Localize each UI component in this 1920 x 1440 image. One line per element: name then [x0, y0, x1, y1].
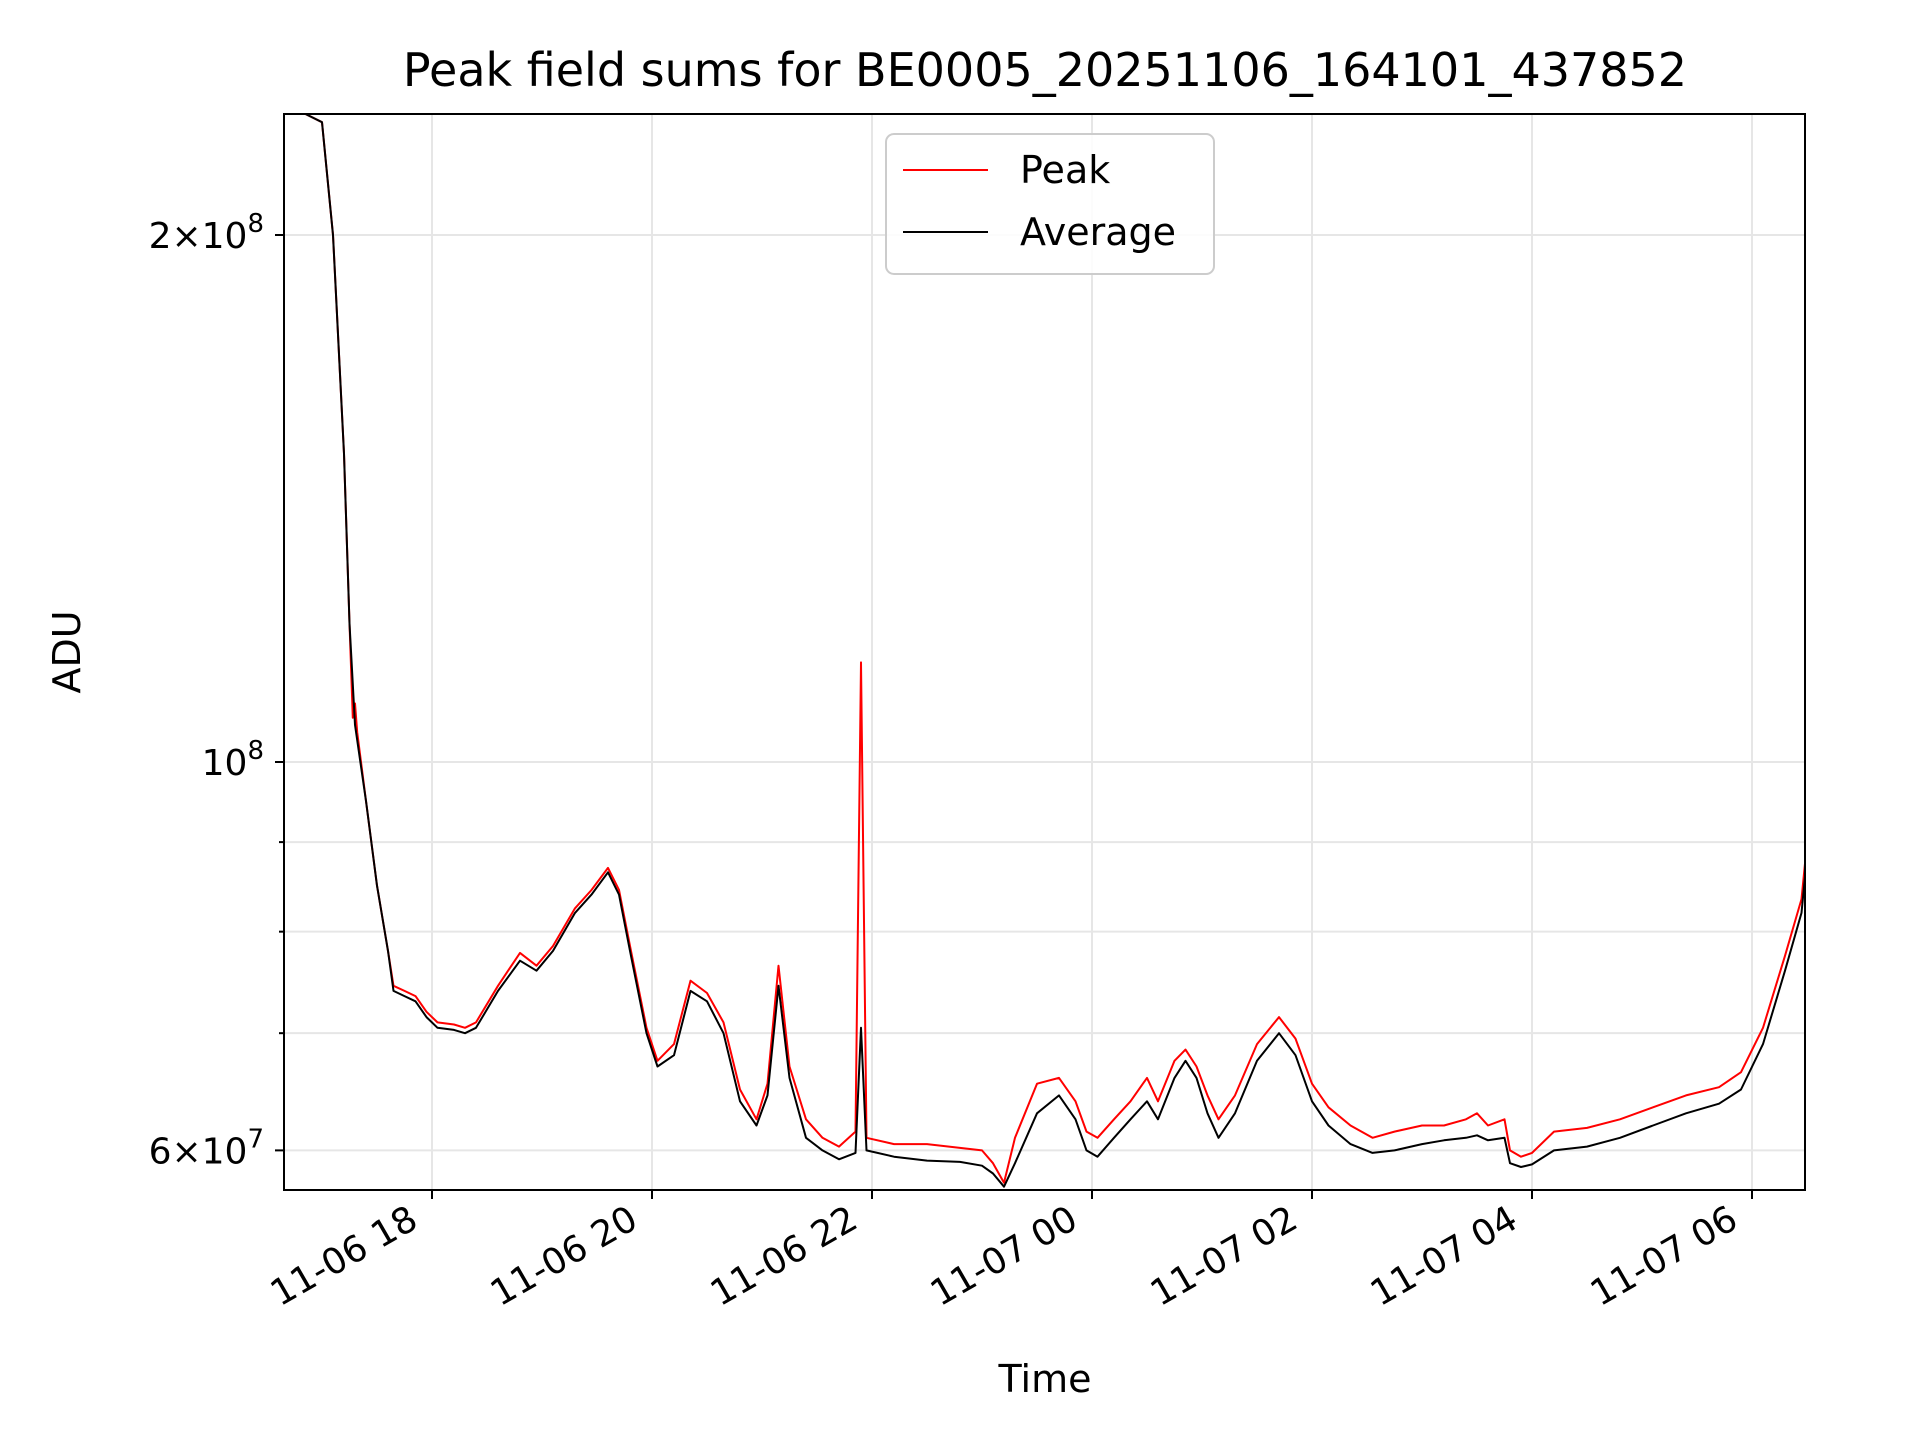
chart-title: Peak field sums for BE0005_20251106_1641… [403, 43, 1687, 97]
legend: Peak Average [885, 133, 1215, 275]
series-line-peak [305, 113, 1806, 1184]
y-axis-label: ADU [45, 610, 89, 693]
x-axis-label: Time [998, 1357, 1092, 1401]
y-tick-label: 108 [202, 736, 264, 784]
legend-label-average: Average [1020, 210, 1176, 254]
y-tick-label: 6×107 [149, 1124, 264, 1172]
grid-layer [284, 114, 1805, 1190]
series-layer [305, 113, 1806, 1188]
y-tick-label: 2×108 [149, 209, 264, 257]
legend-label-peak: Peak [1020, 148, 1110, 192]
plot-frame [283, 113, 1806, 1191]
series-line-average [305, 113, 1806, 1188]
